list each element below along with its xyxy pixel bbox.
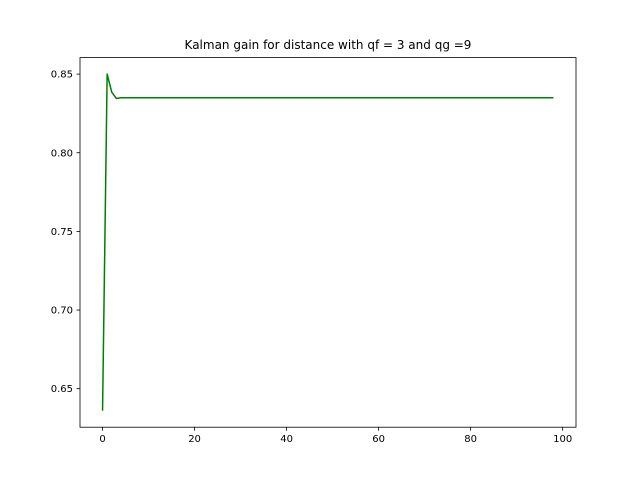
x-tick-label: 100 [553, 434, 572, 445]
chart-title: Kalman gain for distance with qf = 3 and… [185, 38, 472, 52]
y-tick-label: 0.80 [51, 148, 73, 159]
y-tick-label: 0.75 [51, 227, 73, 238]
x-axis: 0 20 40 60 80 100 [99, 427, 572, 445]
x-tick-label: 20 [188, 434, 201, 445]
x-tick-label: 60 [372, 434, 385, 445]
y-tick-label: 0.85 [51, 70, 73, 81]
y-axis: 0.65 0.70 0.75 0.80 0.85 [51, 70, 80, 395]
y-tick-label: 0.65 [51, 384, 73, 395]
x-tick-label: 80 [464, 434, 477, 445]
series-line-0 [101, 73, 554, 411]
y-tick-label: 0.70 [51, 306, 73, 317]
x-tick-label: 40 [280, 434, 293, 445]
x-tick-label: 0 [99, 434, 105, 445]
series-layer [101, 73, 554, 411]
plot-frame [79, 57, 577, 428]
